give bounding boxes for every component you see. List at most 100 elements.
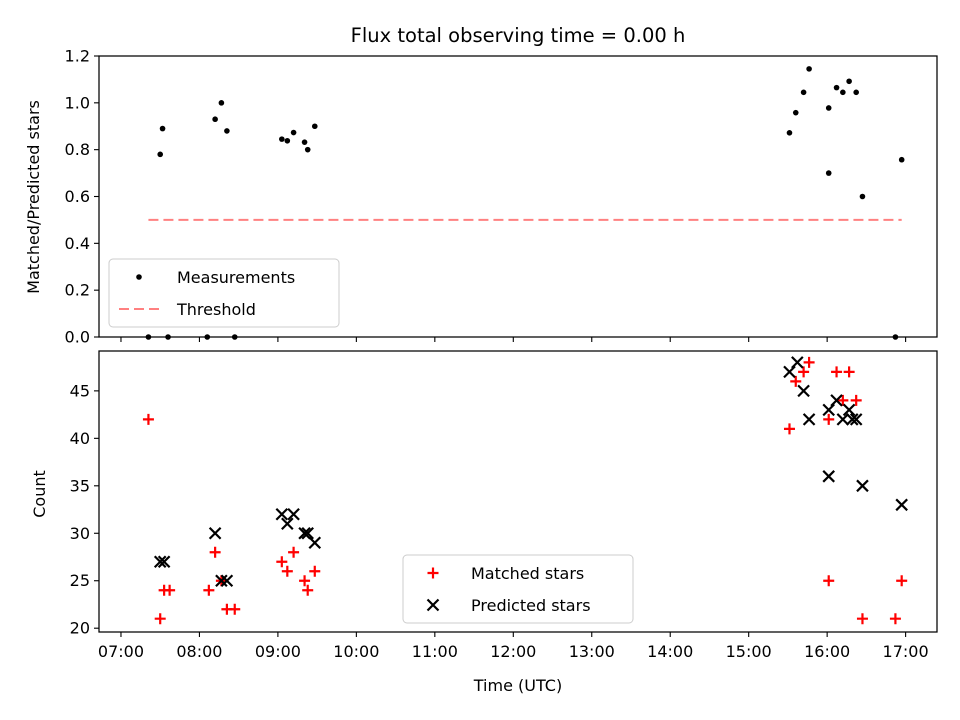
predicted-star-point <box>836 413 850 426</box>
measurement-point <box>304 146 311 153</box>
legend-measurement-marker <box>136 274 142 280</box>
matched-star-point <box>229 603 241 615</box>
ratio-y-tick-label: 0.6 <box>65 187 90 206</box>
counts-y-tick-label: 20 <box>70 619 90 638</box>
x-tick-label: 08:00 <box>176 642 222 661</box>
matched-star-point <box>164 584 176 596</box>
count-panel: 20 25 30 35 40 45 07:00 08:00 09:00 10:00 11:00 12… <box>30 350 938 695</box>
matched-star-point <box>790 375 802 387</box>
x-tick-label: 12:00 <box>490 642 536 661</box>
predicted-star-point <box>298 526 311 540</box>
matched-star-point <box>203 584 215 596</box>
predicted-star-point <box>215 574 228 588</box>
measurement-point <box>786 130 793 136</box>
predicted-star-point <box>281 517 294 531</box>
counts-y-tick-label: 35 <box>70 476 90 495</box>
ratio-y-tick-label: 0.4 <box>65 234 90 253</box>
ratio-y-tick-label: 1.0 <box>65 93 90 112</box>
matched-star-point <box>856 613 868 625</box>
measurement-point <box>301 139 308 145</box>
predicted-star-point <box>301 526 314 540</box>
legend-predicted-marker <box>426 598 440 612</box>
x-tick-label: 13:00 <box>569 642 615 661</box>
predicted-star-point <box>822 470 835 483</box>
matched-star-point <box>823 413 835 425</box>
predicted-star-point <box>220 574 234 588</box>
matched-star-point <box>823 575 835 587</box>
measurement-point <box>859 193 866 200</box>
predicted-star-point <box>849 413 863 426</box>
measurement-point <box>825 170 832 176</box>
ratio-y-axis: 0.0 0.2 0.4 0.6 0.8 1.0 1.2 <box>65 47 99 347</box>
x-tick-label: 10:00 <box>333 642 379 661</box>
matched-star-point <box>299 575 311 587</box>
x-tick-label: 16:00 <box>804 642 850 661</box>
legend-matched-marker <box>427 567 439 579</box>
matched-star-point <box>843 366 855 378</box>
matched-star-point <box>889 613 901 625</box>
counts-legend-box <box>402 554 634 624</box>
measurement-point <box>800 89 807 96</box>
counts-y-tick-label: 40 <box>70 429 90 448</box>
ratio-y-axis-label: Matched/Predicted stars <box>24 100 43 294</box>
counts-y-tick-label: 30 <box>70 524 90 543</box>
ratio-y-tick-label: 0.0 <box>65 328 90 347</box>
legend-entry-label: Predicted stars <box>471 596 591 615</box>
count-y-axis-label: Count <box>30 470 49 518</box>
matched-star-point <box>142 413 154 425</box>
measurement-point <box>159 125 166 132</box>
predicted-star-point <box>802 413 816 426</box>
counts-y-tick-label: 25 <box>70 571 90 590</box>
measurement-point <box>284 137 291 144</box>
matched-star-point <box>281 565 293 577</box>
x-tick-label: 15:00 <box>726 642 772 661</box>
ratio-legend: Measurements Threshold <box>108 258 340 328</box>
predicted-star-point <box>157 555 171 569</box>
measurement-point <box>792 109 799 116</box>
measurement-point <box>833 84 840 91</box>
predicted-star-point <box>783 365 796 379</box>
ratio-y-tick-label: 0.2 <box>65 281 90 300</box>
matched-star-point <box>288 546 300 558</box>
measurement-point <box>218 100 225 106</box>
matched-star-point <box>837 394 849 406</box>
predicted-star-point <box>308 536 322 550</box>
measurement-point <box>224 128 230 134</box>
measurement-point <box>157 151 164 158</box>
predicted-star-point <box>845 413 859 426</box>
measurement-point <box>311 123 318 130</box>
predicted-star-point <box>856 479 869 493</box>
predicted-star-point <box>275 508 289 521</box>
x-tick-label: 07:00 <box>98 642 144 661</box>
measurement-point <box>279 136 285 142</box>
predicted-star-point <box>287 508 300 521</box>
matched-star-point <box>798 366 810 378</box>
measurement-point <box>806 66 812 72</box>
matched-star-point <box>850 394 862 406</box>
measurement-point <box>840 89 846 96</box>
x-tick-label: 14:00 <box>647 642 693 661</box>
x-tick-label: 09:00 <box>255 642 301 661</box>
measurement-point <box>898 156 905 163</box>
measurement-point <box>846 78 852 85</box>
predicted-star-point <box>153 555 167 569</box>
predicted-star-point <box>830 394 843 407</box>
matched-star-point <box>783 423 795 435</box>
matched-star-point <box>309 565 321 577</box>
legend-entry-label: Threshold <box>176 300 256 319</box>
matched-star-point <box>803 356 815 368</box>
ratio-marks <box>145 66 905 340</box>
matched-star-point <box>154 613 166 625</box>
matched-star-point <box>896 575 908 587</box>
legend-entry-label: Measurements <box>177 268 295 287</box>
measurement-point <box>853 89 859 96</box>
measurement-point <box>212 116 218 123</box>
predicted-star-point <box>791 356 804 369</box>
ratio-x-tick-marks <box>120 337 907 342</box>
x-axis-label: Time (UTC) <box>473 676 562 695</box>
ratio-y-tick-label: 0.8 <box>65 140 90 159</box>
time-x-axis: 07:00 08:00 09:00 10:00 11:00 12:00 13:00 14:00… <box>98 632 929 661</box>
predicted-star-point <box>208 526 222 540</box>
x-tick-label: 11:00 <box>412 642 458 661</box>
